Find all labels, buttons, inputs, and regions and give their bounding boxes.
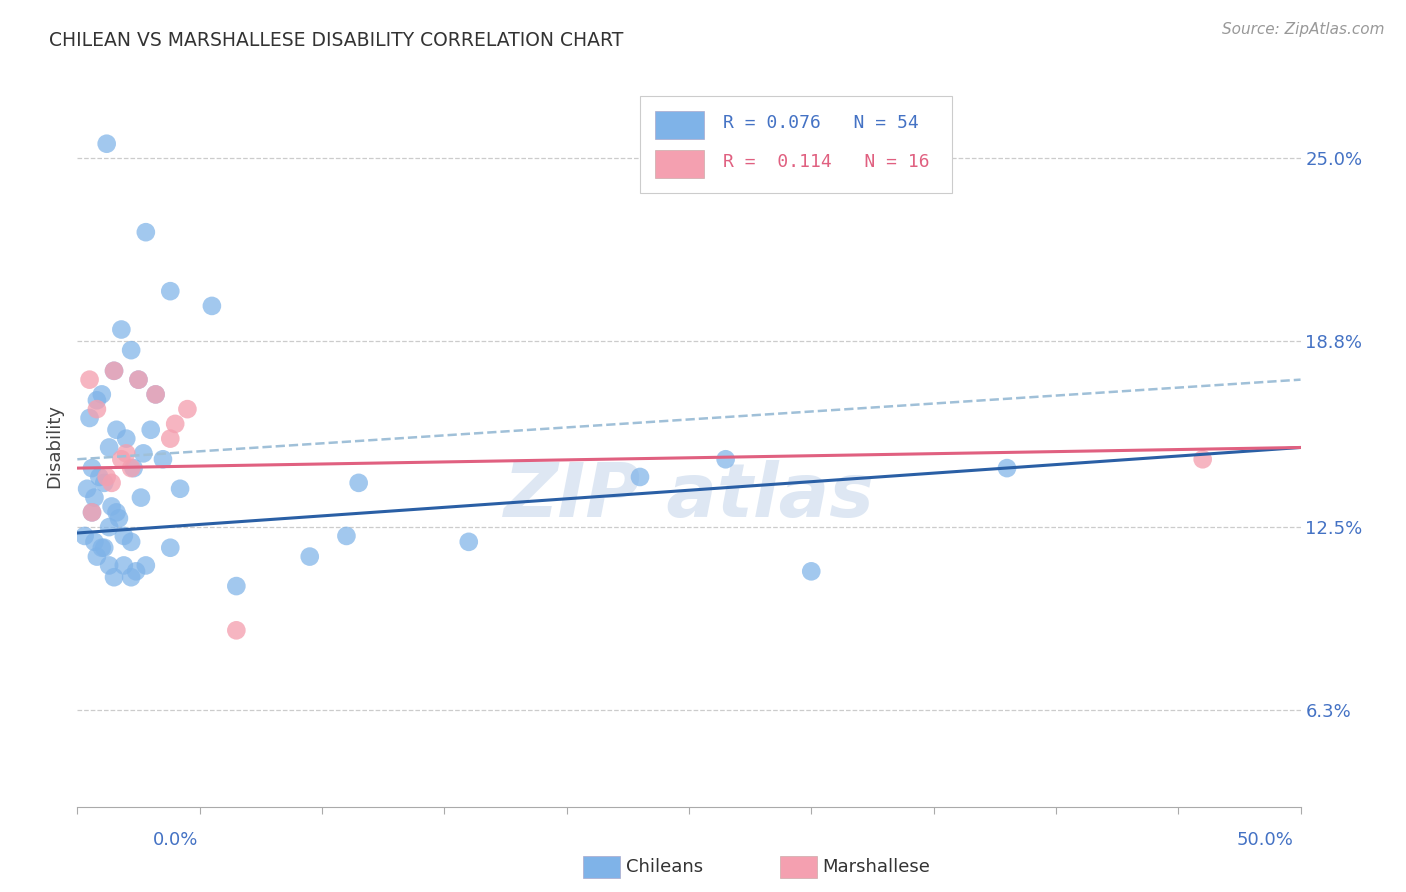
Point: [120, 461, 142, 475]
Point: [103, 570, 125, 584]
Text: Chileans: Chileans: [626, 858, 703, 876]
Point: [80, 461, 103, 475]
Point: [628, 470, 651, 484]
Point: [127, 373, 149, 387]
Point: [105, 505, 128, 519]
Text: R = 0.076   N = 54: R = 0.076 N = 54: [723, 114, 920, 132]
Point: [125, 565, 148, 579]
Point: [103, 364, 125, 378]
Point: [165, 417, 187, 431]
Point: [86, 393, 108, 408]
Point: [96, 136, 118, 151]
Point: [347, 475, 370, 490]
Point: [457, 534, 479, 549]
Point: [129, 491, 152, 505]
Point: [120, 570, 142, 584]
Point: [86, 402, 108, 417]
Text: ZIP atlas: ZIP atlas: [503, 460, 875, 533]
Point: [105, 423, 128, 437]
Point: [115, 432, 138, 446]
Point: [159, 432, 181, 446]
Point: [108, 511, 131, 525]
Point: [201, 299, 224, 313]
Point: [225, 579, 247, 593]
Point: [115, 446, 138, 460]
Point: [159, 541, 181, 555]
FancyBboxPatch shape: [655, 112, 703, 139]
Point: [127, 373, 149, 387]
Point: [98, 441, 121, 455]
Point: [73, 529, 96, 543]
Text: 0.0%: 0.0%: [153, 831, 198, 849]
Point: [103, 364, 125, 378]
Point: [335, 529, 357, 543]
Point: [89, 470, 111, 484]
Point: [112, 529, 135, 543]
Point: [122, 461, 145, 475]
Point: [112, 558, 135, 573]
Point: [135, 225, 157, 239]
Point: [152, 452, 174, 467]
Point: [80, 505, 103, 519]
Text: CHILEAN VS MARSHALLESE DISABILITY CORRELATION CHART: CHILEAN VS MARSHALLESE DISABILITY CORREL…: [49, 31, 624, 50]
Point: [100, 500, 122, 514]
Point: [120, 534, 142, 549]
Text: 50.0%: 50.0%: [1237, 831, 1294, 849]
Point: [139, 423, 162, 437]
Point: [79, 373, 101, 387]
Point: [159, 284, 181, 298]
Point: [1191, 452, 1213, 467]
Point: [225, 624, 247, 638]
Point: [83, 491, 105, 505]
Point: [169, 482, 191, 496]
Point: [80, 505, 103, 519]
Point: [110, 452, 132, 467]
Point: [98, 520, 121, 534]
Point: [714, 452, 737, 467]
Point: [86, 549, 108, 564]
Y-axis label: Disability: Disability: [45, 404, 63, 488]
Point: [110, 322, 132, 336]
Point: [100, 475, 122, 490]
Point: [79, 411, 101, 425]
Point: [96, 470, 118, 484]
Point: [83, 534, 105, 549]
Point: [995, 461, 1018, 475]
Text: Marshallese: Marshallese: [823, 858, 931, 876]
Point: [135, 558, 157, 573]
Point: [93, 475, 115, 490]
Point: [145, 387, 167, 401]
Point: [132, 446, 155, 460]
Point: [176, 402, 198, 417]
Point: [145, 387, 167, 401]
Point: [800, 565, 823, 579]
Text: R =  0.114   N = 16: R = 0.114 N = 16: [723, 153, 929, 171]
FancyBboxPatch shape: [655, 151, 703, 178]
Point: [93, 541, 115, 555]
Point: [90, 387, 112, 401]
Point: [120, 343, 142, 358]
FancyBboxPatch shape: [640, 95, 952, 194]
Point: [298, 549, 321, 564]
Point: [76, 482, 98, 496]
Point: [90, 541, 112, 555]
Point: [98, 558, 121, 573]
Text: Source: ZipAtlas.com: Source: ZipAtlas.com: [1222, 22, 1385, 37]
